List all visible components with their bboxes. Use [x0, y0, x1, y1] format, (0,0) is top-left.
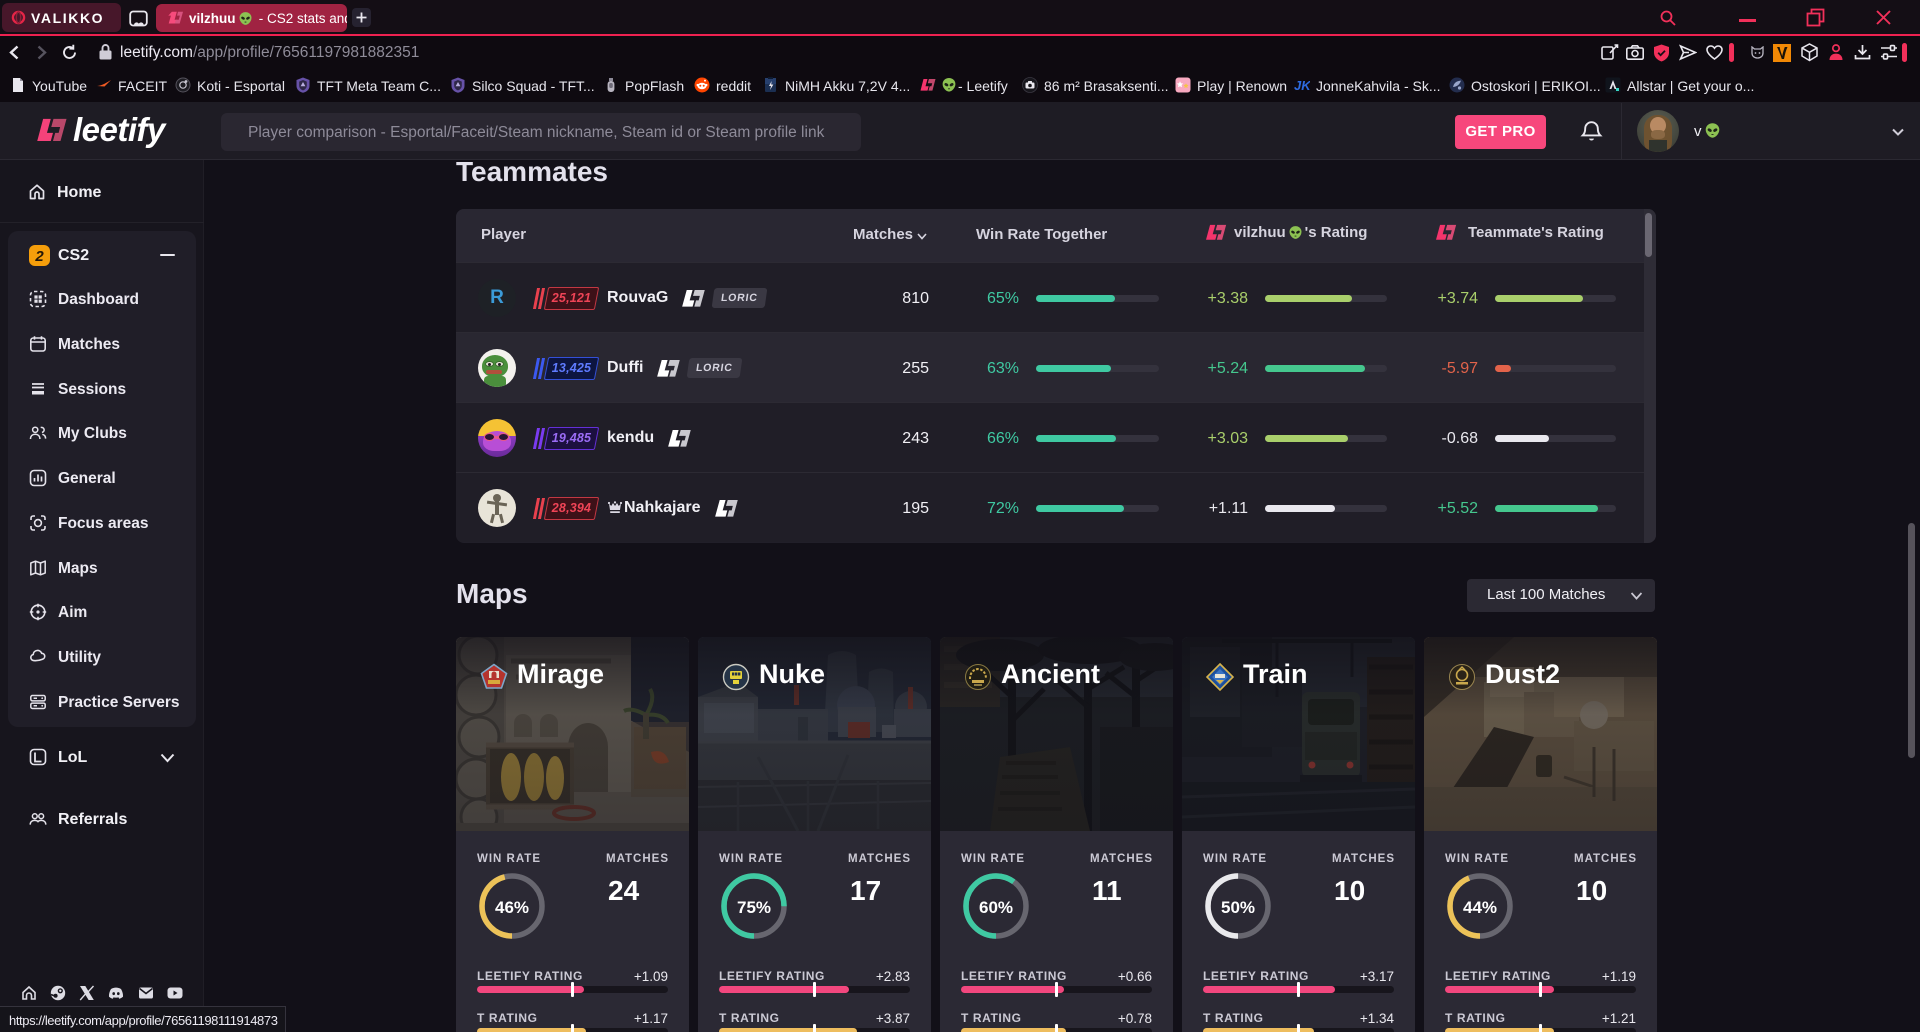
svg-text:2: 2	[34, 248, 44, 265]
svg-text:JK: JK	[1294, 78, 1310, 93]
